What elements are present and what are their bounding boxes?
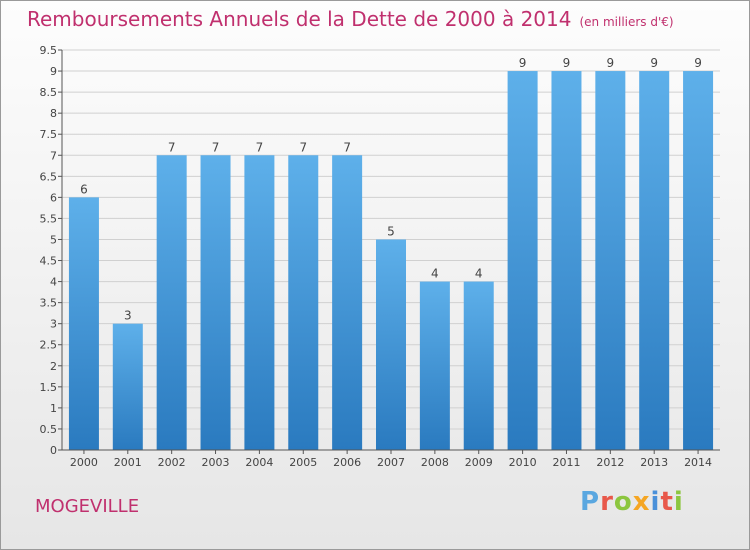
bar <box>200 155 231 450</box>
bar-value-label: 7 <box>212 140 220 154</box>
x-tick-label: 2011 <box>552 456 580 469</box>
bar-value-label: 5 <box>387 224 395 238</box>
y-tick-label: 6.5 <box>40 170 58 183</box>
chart-title: Remboursements Annuels de la Dette de 20… <box>27 7 674 31</box>
logo-letter: P <box>580 487 601 517</box>
y-tick-label: 3 <box>50 318 57 331</box>
bar-value-label: 7 <box>299 140 307 154</box>
y-tick-label: 8 <box>50 107 57 120</box>
x-tick-label: 2006 <box>333 456 361 469</box>
y-tick-label: 0.5 <box>40 423 58 436</box>
proxiti-logo: Proxiti <box>580 487 684 517</box>
bar-value-label: 6 <box>80 182 88 196</box>
x-tick-label: 2009 <box>465 456 493 469</box>
x-tick-label: 2014 <box>684 456 712 469</box>
logo-letter: i <box>650 487 661 517</box>
bar <box>112 323 143 450</box>
x-tick-label: 2004 <box>245 456 273 469</box>
x-tick-label: 2002 <box>158 456 186 469</box>
bar <box>376 239 406 450</box>
bar-value-label: 7 <box>343 140 351 154</box>
x-tick-label: 2008 <box>421 456 449 469</box>
y-tick-label: 7.5 <box>40 128 58 141</box>
y-tick-label: 8.5 <box>40 86 58 99</box>
bar-value-label: 9 <box>563 56 571 70</box>
y-tick-label: 1.5 <box>40 381 58 394</box>
y-tick-label: 2.5 <box>40 339 58 352</box>
y-tick-label: 6 <box>50 191 57 204</box>
bar <box>68 197 99 450</box>
y-tick-label: 9.5 <box>40 44 58 57</box>
x-tick-label: 2007 <box>377 456 405 469</box>
y-tick-label: 2 <box>50 360 57 373</box>
bar <box>551 71 582 450</box>
y-tick-label: 7 <box>50 149 57 162</box>
bar-value-label: 9 <box>650 56 658 70</box>
bar-value-label: 7 <box>168 140 176 154</box>
bar <box>156 155 187 450</box>
logo-letter: t <box>660 487 674 517</box>
logo-letter: o <box>613 487 633 517</box>
y-tick-label: 4 <box>50 276 57 289</box>
bar <box>463 281 494 450</box>
bar-value-label: 4 <box>475 267 483 281</box>
bar <box>288 155 319 450</box>
y-tick-label: 3.5 <box>40 297 58 310</box>
x-tick-label: 2013 <box>640 456 668 469</box>
bar <box>595 71 626 450</box>
logo-letter: r <box>600 487 614 517</box>
y-tick-label: 4.5 <box>40 255 58 268</box>
bar <box>332 155 363 450</box>
bar-value-label: 9 <box>607 56 615 70</box>
y-tick-label: 5.5 <box>40 212 58 225</box>
bar <box>639 71 670 450</box>
bar-value-label: 3 <box>124 309 132 323</box>
bar <box>507 71 538 450</box>
bar-value-label: 4 <box>431 267 439 281</box>
bar-value-label: 9 <box>694 56 702 70</box>
commune-name: MOGEVILLE <box>35 496 140 517</box>
x-tick-label: 2010 <box>509 456 537 469</box>
x-tick-label: 2012 <box>596 456 624 469</box>
y-tick-label: 1 <box>50 402 57 415</box>
x-tick-label: 2003 <box>202 456 230 469</box>
bar-value-label: 9 <box>519 56 527 70</box>
chart-unit: (en milliers d'€) <box>579 15 674 29</box>
x-tick-label: 2005 <box>289 456 317 469</box>
logo-letter: i <box>673 487 684 517</box>
x-tick-label: 2001 <box>114 456 142 469</box>
bar <box>683 71 714 450</box>
y-tick-label: 5 <box>50 233 57 246</box>
chart-title-text: Remboursements Annuels de la Dette de 20… <box>27 7 572 31</box>
x-tick-label: 2000 <box>70 456 98 469</box>
bar-value-label: 7 <box>256 140 264 154</box>
bar <box>244 155 275 450</box>
y-tick-label: 9 <box>50 65 57 78</box>
y-tick-label: 0 <box>50 444 57 457</box>
bar <box>419 281 450 450</box>
logo-letter: x <box>632 487 651 517</box>
